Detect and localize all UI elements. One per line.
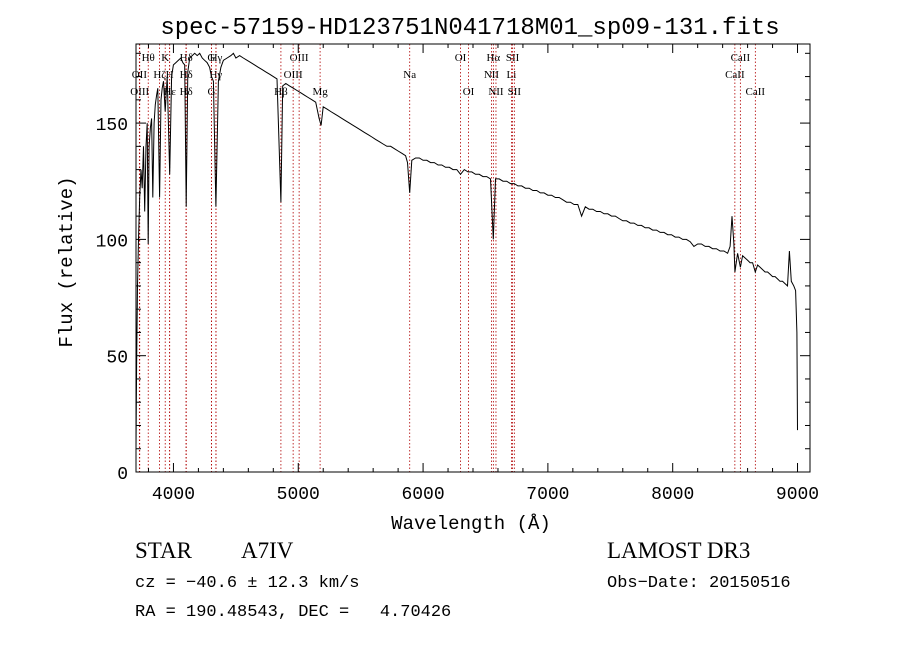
line-marker-label: SII	[506, 52, 520, 64]
line-marker-label: OIII	[284, 69, 303, 81]
spectral-line-markers: HθOIIOIIIKHζHHεHδHδHδGHγGHγHβOIIIOIIIMgN…	[130, 44, 765, 472]
line-marker-label: Hθ	[142, 52, 155, 64]
x-tick-label: 4000	[152, 485, 195, 505]
y-axis-label: Flux (relative)	[56, 176, 78, 347]
x-tick-label: 5000	[277, 485, 320, 505]
line-marker-label: Hδ	[180, 86, 193, 98]
line-marker-label: SII	[508, 86, 522, 98]
redshift-readout: cz = −40.6 ± 12.3 km/s	[135, 574, 360, 593]
line-marker-label: Hα	[486, 52, 500, 64]
x-tick-label: 9000	[776, 485, 819, 505]
coordinates-readout: RA = 190.48543, DEC = 4.70426	[135, 603, 452, 622]
y-tick-label: 0	[117, 465, 128, 485]
line-marker-label: NII	[484, 69, 500, 81]
line-marker-label: Hε	[163, 86, 176, 98]
obs-date: Obs−Date: 20150516	[607, 574, 791, 593]
y-tick-label: 50	[106, 349, 128, 369]
x-tick-label: 8000	[651, 485, 694, 505]
line-marker-label: G	[208, 86, 216, 98]
axes: 4000 5000 6000 7000 8000 9000 0 50 100 150	[96, 44, 819, 505]
chart-title: spec-57159-HD123751N041718M01_sp09-131.f…	[160, 15, 779, 42]
line-marker-label: OIII	[290, 52, 309, 64]
object-class: STAR	[135, 538, 192, 563]
line-marker-label: OI	[463, 86, 475, 98]
line-marker-label: CaII	[746, 86, 766, 98]
line-marker-label: Mg	[312, 86, 328, 98]
line-marker-label: OIII	[130, 86, 149, 98]
series-layer	[135, 52, 798, 449]
survey-name: LAMOST DR3	[607, 538, 751, 563]
line-marker-label: CaII	[725, 69, 745, 81]
x-tick-label: 6000	[401, 485, 444, 505]
line-marker-label: NII	[488, 86, 504, 98]
plot-frame	[135, 43, 811, 473]
line-marker-label: Hγ	[210, 52, 223, 64]
line-marker-label: CaII	[731, 52, 751, 64]
line-marker-label: Li	[507, 69, 517, 81]
y-tick-label: 150	[96, 116, 128, 136]
y-tick-label: 100	[96, 232, 128, 252]
line-marker-label: Hδ	[180, 69, 193, 81]
line-marker-label: OI	[455, 52, 467, 64]
x-tick-label: 7000	[526, 485, 569, 505]
line-marker-label: K	[161, 52, 169, 64]
x-axis-label: Wavelength (Å)	[391, 513, 551, 535]
line-marker-label: H	[166, 69, 174, 81]
line-marker-label: Na	[403, 69, 416, 81]
spectrum-line	[135, 52, 798, 449]
line-marker-label: Hβ	[274, 86, 288, 98]
spectral-subclass: A7IV	[241, 538, 294, 563]
line-marker-label: Hζ	[153, 69, 166, 81]
